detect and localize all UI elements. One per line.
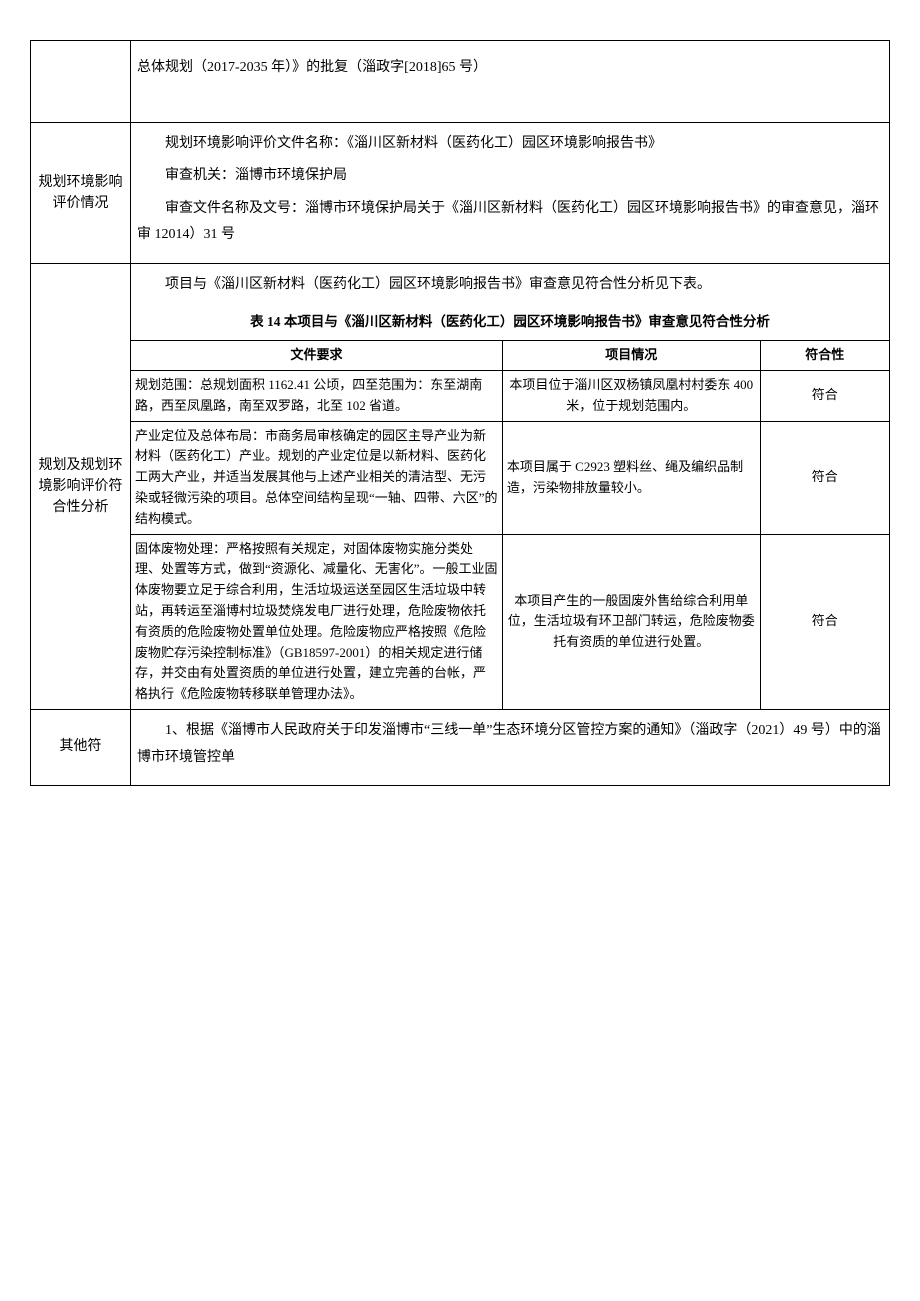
- t14-r2-req: 产业定位及总体布局：市商务局审核确定的园区主导产业为新材料（医药化工）产业。规划…: [131, 421, 502, 534]
- row3-content-cell: 项目与《淄川区新材料（医药化工）园区环境影响报告书》审查意见符合性分析见下表。 …: [131, 263, 890, 709]
- row2-line2: 审查机关：淄博市环境保护局: [137, 163, 883, 190]
- t14-r3-conf: 符合: [760, 534, 889, 709]
- row-plan-approval: 总体规划（2017-2035 年）》的批复（淄政字[2018]65 号）: [31, 41, 890, 123]
- row3-label: 规划及规划环境影响评价符合性分析: [31, 263, 131, 709]
- t14-r1-situ: 本项目位于淄川区双杨镇凤凰村村委东 400 米，位于规划范围内。: [502, 370, 760, 421]
- row2-line3: 审查文件名称及文号：淄博市环境保护局关于《淄川区新材料（医药化工）园区环境影响报…: [137, 196, 883, 249]
- row1-label: [31, 41, 131, 123]
- row1-content-cell: 总体规划（2017-2035 年）》的批复（淄政字[2018]65 号）: [131, 41, 890, 123]
- row1-text: 总体规划（2017-2035 年）》的批复（淄政字[2018]65 号）: [137, 55, 883, 82]
- main-table: 总体规划（2017-2035 年）》的批复（淄政字[2018]65 号） 规划环…: [30, 40, 890, 786]
- table14-header-row: 文件要求 项目情况 符合性: [131, 341, 889, 371]
- row-other-compliance: 其他符 1、根据《淄博市人民政府关于印发淄博市“三线一单”生态环境分区管控方案的…: [31, 709, 890, 785]
- row4-label: 其他符: [31, 709, 131, 785]
- row-eia-situation: 规划环境影响评价情况 规划环境影响评价文件名称：《淄川区新材料（医药化工）园区环…: [31, 122, 890, 263]
- table14-row-1: 规划范围：总规划面积 1162.41 公顷，四至范围为：东至湖南路，西至凤凰路，…: [131, 370, 889, 421]
- row-compliance-analysis: 规划及规划环境影响评价符合性分析 项目与《淄川区新材料（医药化工）园区环境影响报…: [31, 263, 890, 709]
- t14-r3-situ: 本项目产生的一般固废外售给综合利用单位，生活垃圾有环卫部门转运，危险废物委托有资…: [502, 534, 760, 709]
- t14-r1-conf: 符合: [760, 370, 889, 421]
- t14-r3-req: 固体废物处理：严格按照有关规定，对固体废物实施分类处理、处置等方式，做到“资源化…: [131, 534, 502, 709]
- table14-row-3: 固体废物处理：严格按照有关规定，对固体废物实施分类处理、处置等方式，做到“资源化…: [131, 534, 889, 709]
- table14-h2: 项目情况: [502, 341, 760, 371]
- row2-content-cell: 规划环境影响评价文件名称：《淄川区新材料（医药化工）园区环境影响报告书》 审查机…: [131, 122, 890, 263]
- row2-line1: 规划环境影响评价文件名称：《淄川区新材料（医药化工）园区环境影响报告书》: [137, 131, 883, 158]
- table14-h1: 文件要求: [131, 341, 502, 371]
- table14-caption: 表 14 本项目与《淄川区新材料（医药化工）园区环境影响报告书》审查意见符合性分…: [131, 305, 889, 337]
- row3-intro: 项目与《淄川区新材料（医药化工）园区环境影响报告书》审查意见符合性分析见下表。: [131, 272, 889, 299]
- table14-h3: 符合性: [760, 341, 889, 371]
- row2-label: 规划环境影响评价情况: [31, 122, 131, 263]
- t14-r2-situ: 本项目属于 C2923 塑料丝、绳及编织品制造，污染物排放量较小。: [502, 421, 760, 534]
- row4-content-cell: 1、根据《淄博市人民政府关于印发淄博市“三线一单”生态环境分区管控方案的通知》（…: [131, 709, 890, 785]
- row4-line1: 1、根据《淄博市人民政府关于印发淄博市“三线一单”生态环境分区管控方案的通知》（…: [137, 718, 883, 771]
- t14-r1-req: 规划范围：总规划面积 1162.41 公顷，四至范围为：东至湖南路，西至凤凰路，…: [131, 370, 502, 421]
- table14-row-2: 产业定位及总体布局：市商务局审核确定的园区主导产业为新材料（医药化工）产业。规划…: [131, 421, 889, 534]
- t14-r2-conf: 符合: [760, 421, 889, 534]
- table14: 文件要求 项目情况 符合性 规划范围：总规划面积 1162.41 公顷，四至范围…: [131, 340, 889, 709]
